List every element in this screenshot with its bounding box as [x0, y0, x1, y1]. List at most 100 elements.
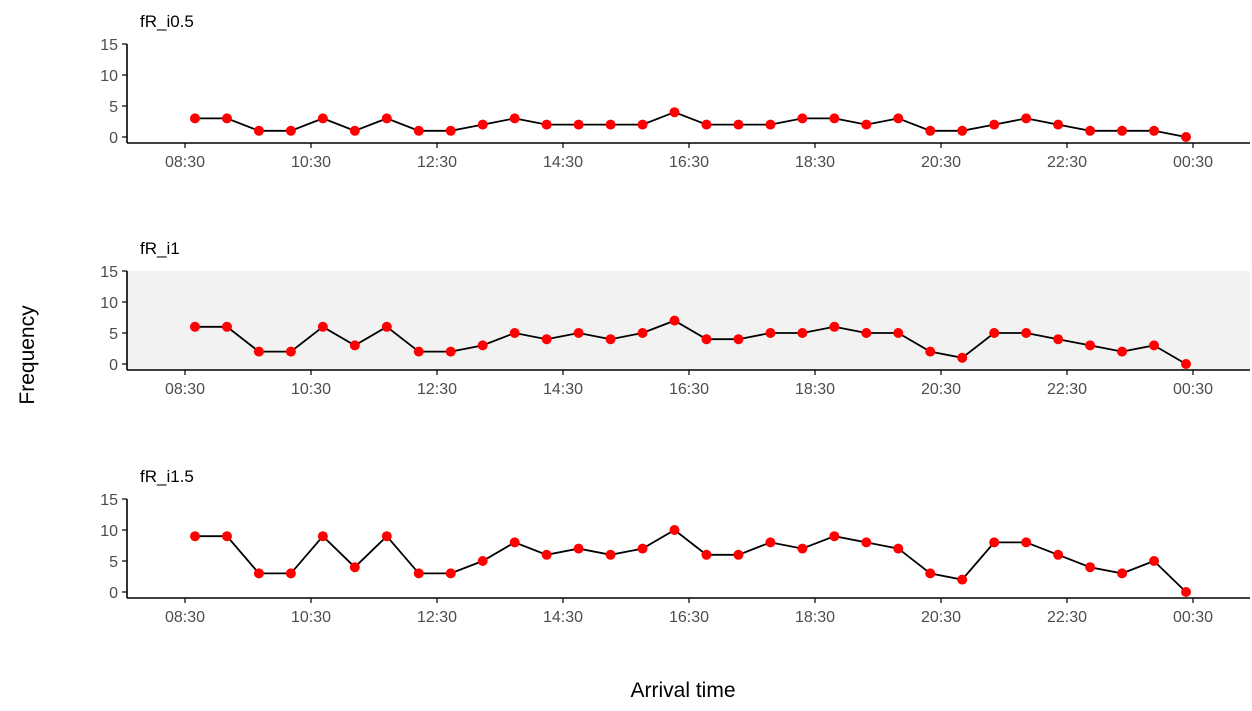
x-tick-label: 20:30: [921, 154, 961, 171]
data-point: [1085, 340, 1096, 351]
data-point: [349, 125, 360, 136]
data-point: [1117, 125, 1128, 136]
data-point: [190, 321, 200, 332]
data-point: [413, 568, 424, 579]
data-point: [829, 321, 840, 332]
data-point: [573, 328, 584, 338]
data-point: [989, 537, 1000, 548]
data-point: [317, 321, 328, 332]
x-tick-label: 12:30: [417, 609, 457, 626]
panel-2: fR_i1 0 5 10 15 08:30 10:30 12:30 14:30 16:30 18:3…: [100, 239, 1250, 398]
data-point: [1085, 125, 1096, 136]
data-point: [925, 346, 936, 357]
x-tick-label: 10:30: [291, 609, 331, 626]
data-point: [669, 315, 680, 326]
data-point: [253, 568, 264, 579]
data-point: [1117, 568, 1128, 579]
data-point: [573, 543, 584, 554]
panels: fR_i0.5 0 5 10 15 08:30 10:30 12:30 14:30 16:30 18…: [100, 12, 1250, 626]
x-tick-label: 08:30: [165, 154, 205, 171]
data-point: [893, 113, 904, 124]
x-tick-label: 16:30: [669, 381, 709, 398]
x-tick-label: 22:30: [1047, 154, 1087, 171]
x-tick-label: 20:30: [921, 381, 961, 398]
x-tick-label: 00:30: [1173, 381, 1213, 398]
y-tick-label: 10: [100, 523, 118, 540]
data-point: [1181, 359, 1191, 369]
panel-title: fR_i1: [140, 239, 180, 258]
data-point: [445, 346, 456, 357]
data-point: [509, 328, 520, 338]
data-point: [1117, 346, 1128, 357]
data-point: [253, 346, 264, 357]
panel-1: fR_i0.5 0 5 10 15 08:30 10:30 12:30 14:30 16:30 18…: [100, 12, 1250, 171]
data-point: [190, 113, 200, 124]
data-point: [1181, 587, 1191, 597]
x-tick-label: 08:30: [165, 609, 205, 626]
data-point: [381, 321, 392, 332]
x-tick-label: 14:30: [543, 154, 583, 171]
x-tick-label: 22:30: [1047, 381, 1087, 398]
data-point: [477, 119, 488, 130]
data-point: [733, 549, 744, 560]
y-axis-title: Frequency: [16, 305, 39, 405]
data-point: [861, 328, 872, 338]
data-point: [605, 549, 616, 560]
y-tick-label: 15: [100, 37, 118, 54]
data-point: [829, 113, 840, 124]
data-point: [190, 531, 200, 542]
x-tick-label: 12:30: [417, 381, 457, 398]
data-point: [861, 537, 872, 548]
data-point: [253, 125, 264, 136]
y-tick-label: 15: [100, 492, 118, 509]
data-point: [1053, 119, 1064, 130]
y-tick-label: 0: [109, 585, 118, 602]
data-point: [1053, 549, 1064, 560]
data-point: [925, 125, 936, 136]
data-point: [1021, 328, 1032, 338]
data-point: [477, 556, 488, 566]
x-tick-label: 08:30: [165, 381, 205, 398]
data-point: [413, 346, 424, 357]
data-point: [701, 549, 712, 560]
data-point: [1149, 340, 1160, 351]
data-point: [317, 113, 328, 124]
data-point: [445, 125, 456, 136]
y-tick-label: 10: [100, 295, 118, 312]
data-point: [221, 113, 232, 124]
x-tick-label: 16:30: [669, 154, 709, 171]
data-point: [1021, 113, 1032, 124]
x-axis-title: Arrival time: [630, 679, 735, 702]
y-tick-label: 10: [100, 68, 118, 85]
data-point: [989, 328, 1000, 338]
x-tick-label: 12:30: [417, 154, 457, 171]
x-tick-label: 10:30: [291, 154, 331, 171]
data-point: [1181, 132, 1191, 142]
data-point: [541, 549, 552, 560]
data-point: [637, 543, 648, 554]
series-line: [195, 111, 1187, 138]
data-point: [285, 568, 296, 579]
x-tick-label: 00:30: [1173, 154, 1213, 171]
data-point: [989, 119, 1000, 130]
y-tick-label: 0: [109, 130, 118, 147]
data-point: [733, 334, 744, 345]
data-point: [573, 119, 584, 130]
data-point: [509, 113, 520, 124]
data-point: [637, 328, 648, 338]
data-point: [797, 328, 808, 338]
panel-background: [127, 271, 1250, 370]
x-tick-label: 18:30: [795, 609, 835, 626]
x-tick-label: 14:30: [543, 381, 583, 398]
data-point: [413, 125, 424, 136]
data-point: [1149, 125, 1160, 136]
data-point: [317, 531, 328, 542]
y-tick-label: 0: [109, 357, 118, 374]
data-point: [381, 531, 392, 542]
data-point: [733, 119, 744, 130]
series-line: [195, 319, 1187, 365]
data-point: [285, 346, 296, 357]
data-point: [349, 562, 360, 573]
series-line: [195, 528, 1187, 593]
